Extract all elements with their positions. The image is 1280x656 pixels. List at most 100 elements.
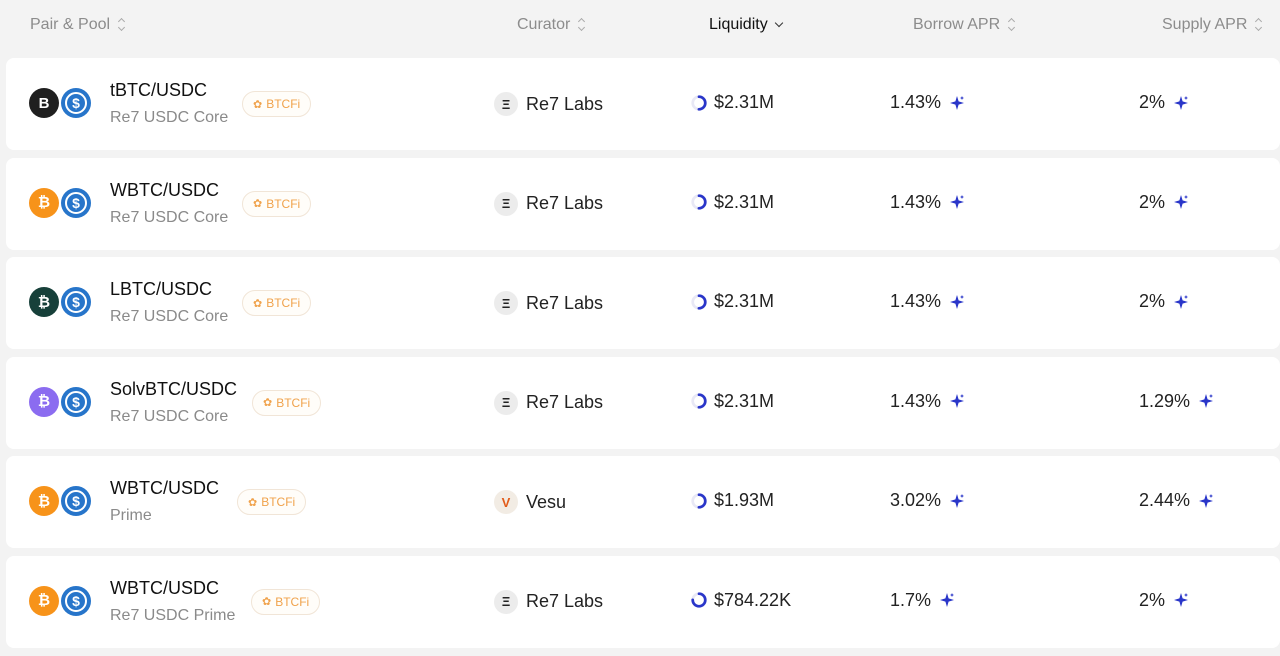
pair-pool-column-header[interactable]: Pair & Pool: [30, 16, 126, 34]
borrow-apr-value: 3.02%: [890, 490, 942, 510]
sparkle-icon[interactable]: [949, 194, 965, 210]
btcfi-badge: ✿ BTCFi: [237, 489, 307, 515]
badge-label: BTCFi: [275, 594, 310, 609]
table-row[interactable]: ₿ $ WBTC/USDC Re7 USDC Core ✿ BTCFi Ξ Re…: [6, 157, 1280, 250]
sparkle-icon[interactable]: [949, 294, 965, 310]
supply-apr-column-header[interactable]: Supply APR: [1162, 16, 1263, 34]
flame-icon: ✿: [248, 496, 258, 509]
supply-apr-value: 2%: [1139, 191, 1166, 212]
pool-name: Re7 USDC Core: [110, 208, 229, 226]
supply-apr-header-label: Supply APR: [1162, 16, 1248, 33]
supply-apr-cell: 2%: [1139, 192, 1189, 213]
liquidity-ring-icon: [691, 592, 707, 608]
liquidity-cell: $2.31M: [690, 291, 774, 312]
curator-name: Re7 Labs: [526, 392, 604, 412]
token-pair-icons: ₿ $: [29, 585, 95, 620]
flame-icon: ✿: [262, 596, 272, 608]
supply-apr-value: 2%: [1139, 589, 1166, 610]
sparkle-icon[interactable]: [1173, 194, 1189, 210]
re7-logo-icon: Ξ: [494, 390, 518, 415]
table-row[interactable]: ₿ $ LBTC/USDC Re7 USDC Core ✿ BTCFi Ξ Re…: [6, 257, 1280, 349]
curator-header-label: Curator: [517, 16, 571, 33]
supply-apr-cell: 1.29%: [1139, 391, 1214, 412]
flame-icon: ✿: [253, 198, 263, 210]
sparkle-icon[interactable]: [949, 95, 965, 111]
table-row[interactable]: B $ tBTC/USDC Re7 USDC Core ✿ BTCFi Ξ Re…: [6, 58, 1280, 150]
liquidity-value: $2.31M: [714, 291, 775, 311]
pool-name: Re7 USDC Prime: [110, 606, 236, 624]
sparkle-icon[interactable]: [1173, 294, 1189, 310]
pair-name: LBTC/USDC: [110, 279, 213, 299]
curator-name: Vesu: [526, 491, 567, 512]
sparkle-icon[interactable]: [949, 493, 965, 509]
sort-icon: [578, 18, 586, 32]
sparkle-icon[interactable]: [1173, 592, 1189, 608]
curator-name: Re7 Labs: [526, 591, 604, 611]
curator-cell[interactable]: Ξ Re7 Labs: [494, 390, 604, 415]
borrow-apr-cell: 1.43%: [890, 391, 965, 412]
liquidity-value: $2.31M: [714, 390, 775, 411]
sparkle-icon[interactable]: [1198, 393, 1214, 409]
curator-cell[interactable]: Ξ Re7 Labs: [494, 92, 603, 116]
btcfi-badge: ✿ BTCFi: [242, 91, 312, 117]
badge-label: BTCFi: [266, 296, 301, 310]
pair-name: WBTC/USDC: [110, 179, 219, 200]
usdc-icon: $: [61, 585, 91, 616]
curator-cell[interactable]: Ξ Re7 Labs: [494, 191, 604, 216]
borrow-apr-value: 1.43%: [890, 390, 942, 411]
pair-name: WBTC/USDC: [110, 577, 219, 598]
borrow-apr-header-label: Borrow APR: [913, 16, 1001, 33]
table-row[interactable]: ₿ $ SolvBTC/USDC Re7 USDC Core ✿ BTCFi Ξ…: [6, 356, 1280, 449]
curator-cell[interactable]: Ξ Re7 Labs: [494, 291, 603, 315]
supply-apr-cell: 2%: [1139, 291, 1189, 312]
borrow-apr-cell: 1.7%: [890, 590, 955, 611]
liquidity-cell: $2.31M: [690, 391, 774, 412]
supply-apr-cell: 2%: [1139, 590, 1189, 611]
borrow-apr-column-header[interactable]: Borrow APR: [913, 16, 1016, 34]
sort-icon: [1008, 18, 1016, 32]
curator-name: Re7 Labs: [526, 193, 604, 213]
borrow-apr-value: 1.7%: [890, 589, 932, 610]
supply-apr-value: 2%: [1139, 92, 1166, 112]
supply-apr-value: 1.29%: [1139, 390, 1191, 411]
table-row[interactable]: ₿ $ WBTC/USDC Re7 USDC Prime ✿ BTCFi Ξ R…: [6, 555, 1280, 648]
curator-cell[interactable]: Ξ Re7 Labs: [494, 589, 604, 614]
vesu-logo-icon: V: [494, 490, 518, 514]
pool-name: Re7 USDC Core: [110, 308, 229, 325]
sparkle-icon[interactable]: [1198, 493, 1214, 509]
curator-name: Re7 Labs: [526, 292, 604, 313]
sparkle-icon[interactable]: [949, 393, 965, 409]
liquidity-value: $1.93M: [714, 490, 775, 510]
pair-pool-header-label: Pair & Pool: [30, 16, 111, 33]
pair-name: WBTC/USDC: [110, 478, 219, 498]
badge-label: BTCFi: [266, 196, 301, 211]
liquidity-cell: $1.93M: [690, 490, 774, 511]
supply-apr-cell: 2%: [1139, 92, 1189, 113]
pool-name: Re7 USDC Core: [110, 407, 229, 425]
usdc-icon: $: [61, 88, 91, 118]
sparkle-icon[interactable]: [1173, 95, 1189, 111]
badge-label: BTCFi: [266, 97, 301, 111]
pool-name: Prime: [110, 507, 152, 524]
table-header: Pair & Pool Curator Liquidity Borrow APR…: [0, 0, 1280, 52]
usdc-icon: $: [61, 187, 91, 218]
curator-cell[interactable]: V Vesu: [494, 490, 566, 514]
sparkle-icon[interactable]: [939, 592, 955, 608]
wbtc-icon: ₿: [29, 187, 59, 218]
solvbtc-icon: ₿: [29, 386, 59, 417]
liquidity-cell: $2.31M: [690, 92, 774, 113]
table-row[interactable]: ₿ $ WBTC/USDC Prime ✿ BTCFi V Vesu $1.93…: [6, 456, 1280, 548]
btcfi-badge: ✿ BTCFi: [242, 290, 312, 316]
usdc-icon: $: [61, 287, 91, 317]
liquidity-value: $2.31M: [714, 191, 775, 212]
wbtc-icon: ₿: [29, 585, 59, 616]
sort-icon: [1255, 18, 1263, 32]
curator-column-header[interactable]: Curator: [517, 16, 586, 34]
borrow-apr-cell: 1.43%: [890, 192, 965, 213]
liquidity-value: $784.22K: [714, 589, 792, 610]
re7-logo-icon: Ξ: [494, 291, 518, 315]
btcfi-badge: ✿ BTCFi: [252, 389, 322, 416]
flame-icon: ✿: [253, 98, 263, 111]
liquidity-column-header[interactable]: Liquidity: [709, 16, 783, 34]
borrow-apr-cell: 3.02%: [890, 490, 965, 511]
